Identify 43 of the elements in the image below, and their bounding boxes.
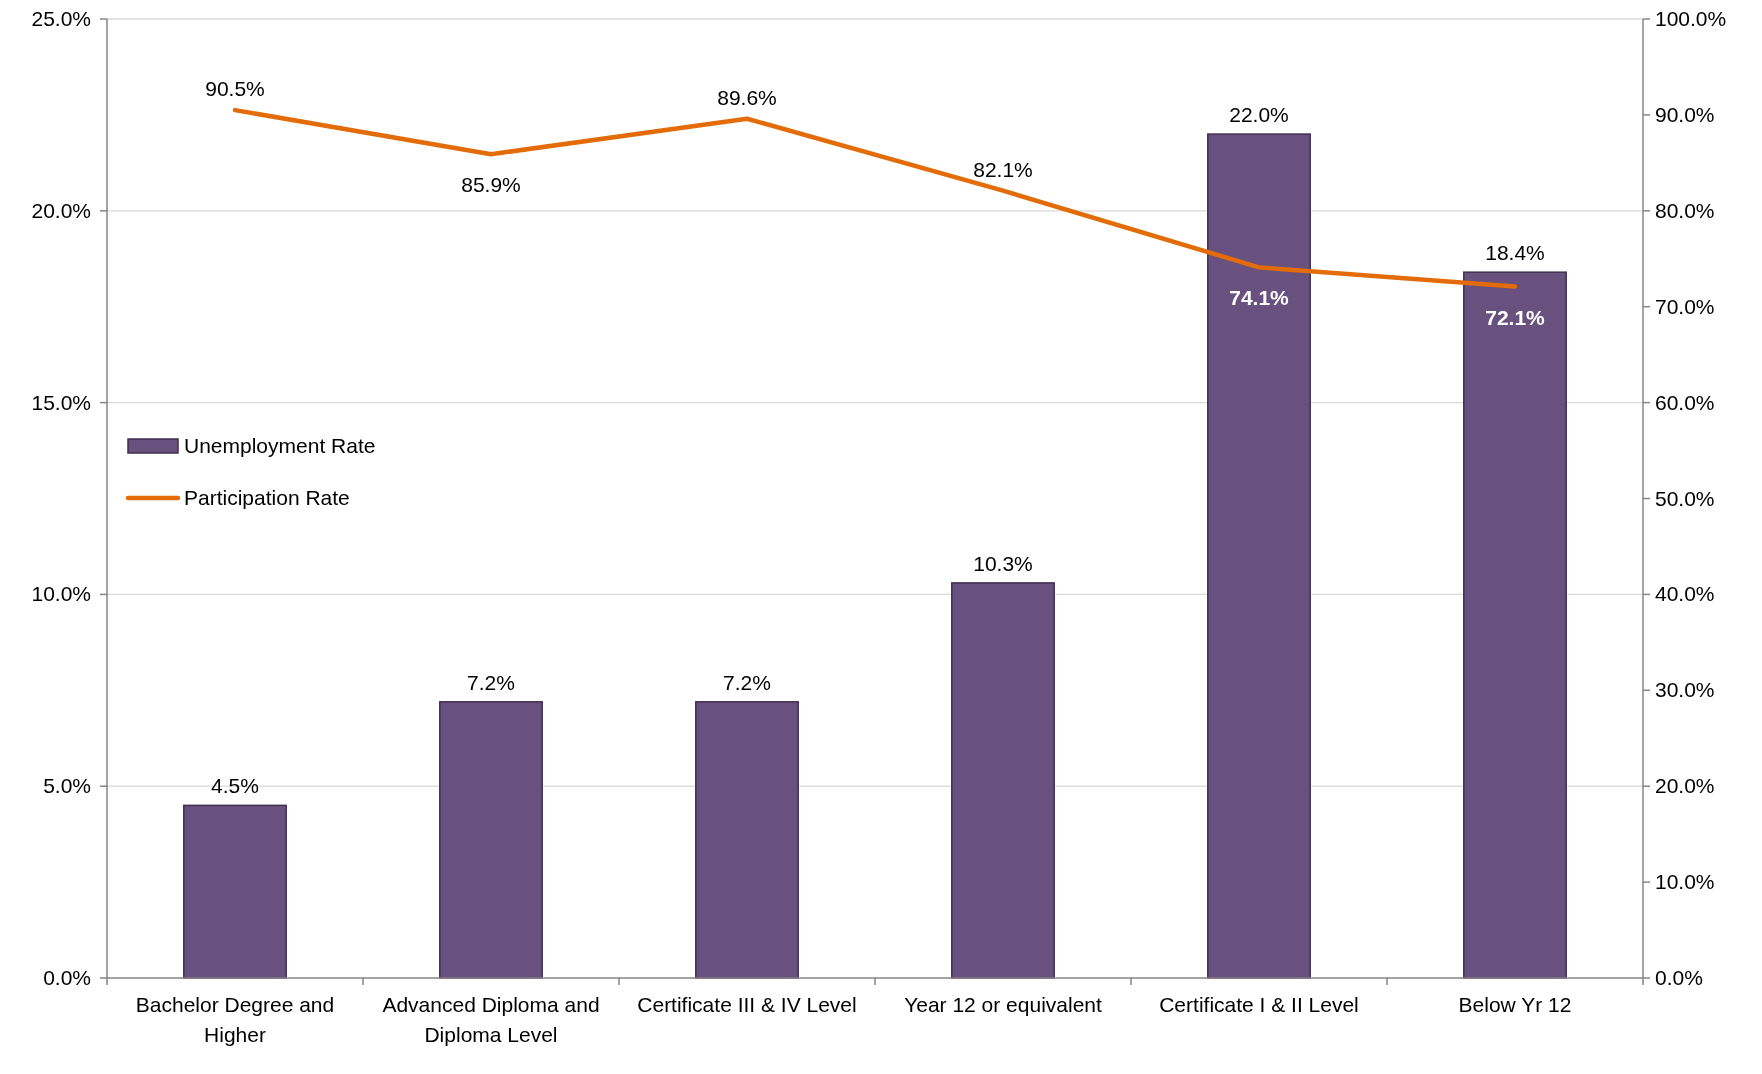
y2-tick-label: 40.0% xyxy=(1655,582,1715,606)
bar xyxy=(439,701,543,979)
x-tick-label: Bachelor Degree and Higher xyxy=(135,993,335,1046)
y2-tick-label: 10.0% xyxy=(1655,870,1715,894)
bar xyxy=(951,582,1055,979)
bar xyxy=(1463,271,1567,979)
data-label: 7.2% xyxy=(467,670,515,694)
y2-tick-label: 30.0% xyxy=(1655,678,1715,702)
y2-tick-label: 80.0% xyxy=(1655,198,1715,222)
data-label: 7.2% xyxy=(723,670,771,694)
data-label: 90.5% xyxy=(205,77,265,101)
data-label: 82.1% xyxy=(973,157,1033,181)
y2-tick-label: 0.0% xyxy=(1655,966,1703,989)
x-tick-label: Certificate I & II Level xyxy=(1159,993,1359,1016)
x-tick-label: Advanced Diploma and Diploma Level xyxy=(382,993,600,1046)
y-tick-label: 5.0% xyxy=(43,774,91,798)
data-label: 4.5% xyxy=(211,774,259,798)
data-label: 85.9% xyxy=(461,173,521,197)
x-tick-label: Below Yr 12 xyxy=(1458,993,1572,1016)
x-tick-label: Year 12 or equivalent xyxy=(904,993,1103,1016)
data-label: 18.4% xyxy=(1485,241,1545,265)
data-label: 72.1% xyxy=(1485,305,1546,329)
y-tick-label: 25.0% xyxy=(31,7,91,30)
y-tick-label: 10.0% xyxy=(31,582,91,606)
legend-label: Participation Rate xyxy=(184,486,350,509)
y-tick-label: 15.0% xyxy=(31,390,91,414)
bar xyxy=(1207,133,1311,979)
y-tick-label: 20.0% xyxy=(31,198,91,222)
data-label: 89.6% xyxy=(717,85,777,109)
y2-tick-label: 100.0% xyxy=(1655,7,1727,30)
y2-tick-label: 60.0% xyxy=(1655,390,1715,414)
data-label: 10.3% xyxy=(973,551,1033,575)
y2-tick-label: 50.0% xyxy=(1655,486,1715,510)
legend-label: Unemployment Rate xyxy=(184,434,376,457)
y2-tick-label: 70.0% xyxy=(1655,294,1715,318)
data-label: 74.1% xyxy=(1229,286,1290,310)
bar xyxy=(183,804,287,979)
y-tick-label: 0.0% xyxy=(43,966,91,989)
bar xyxy=(695,701,799,979)
data-label: 22.0% xyxy=(1229,103,1289,127)
y2-tick-label: 20.0% xyxy=(1655,774,1715,798)
y2-tick-label: 90.0% xyxy=(1655,102,1715,126)
x-tick-label: Certificate III & IV Level xyxy=(637,993,857,1016)
